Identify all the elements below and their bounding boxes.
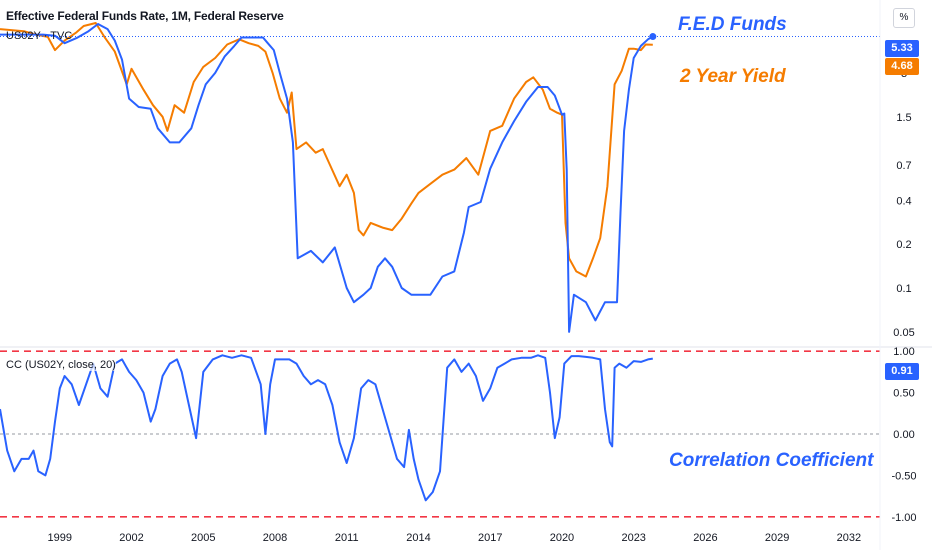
upper-y-tick-label: 0.4 xyxy=(896,195,911,207)
lower-y-axis: -1.00 -0.50 0.00 0.50 1.00 xyxy=(891,346,916,524)
us02y-series-line xyxy=(0,22,653,278)
upper-y-tick-label: 0.1 xyxy=(896,283,911,295)
x-axis: 1999 2002 2005 2008 2011 2014 2017 2020 2023 2026… xyxy=(48,532,862,544)
lower-y-tick-label: -0.50 xyxy=(891,470,916,482)
lower-series xyxy=(0,354,653,502)
upper-y-tick-label: 0.7 xyxy=(896,160,911,172)
fed-funds-series-line xyxy=(0,23,654,333)
x-tick-label: 2005 xyxy=(191,532,215,544)
lower-y-tick-label: 0.00 xyxy=(893,429,914,441)
fed-last-point xyxy=(649,33,657,41)
x-tick-label: 2011 xyxy=(335,532,359,544)
x-tick-label: 2020 xyxy=(550,532,574,544)
fed-funds-annotation: F.E.D Funds xyxy=(678,14,787,35)
upper-y-tick-label: 1.5 xyxy=(896,112,911,124)
indicator-label[interactable]: CC (US02Y, close, 20) xyxy=(6,359,116,371)
overlay-symbol-label[interactable]: US02Y · TVC xyxy=(6,30,73,42)
x-tick-label: 2026 xyxy=(693,532,717,544)
x-tick-label: 1999 xyxy=(48,532,72,544)
x-tick-label: 2023 xyxy=(621,532,645,544)
lower-gridlines xyxy=(0,350,880,518)
x-tick-label: 2032 xyxy=(837,532,861,544)
correlation-annotation: Correlation Coefficient xyxy=(669,450,874,471)
x-tick-label: 2029 xyxy=(765,532,789,544)
x-tick-label: 2014 xyxy=(406,532,430,544)
lower-y-tick-label: -1.00 xyxy=(891,512,916,524)
correlation-series-line xyxy=(0,354,653,502)
upper-y-tick-label: 0.2 xyxy=(896,239,911,251)
chart-title: Effective Federal Funds Rate, 1M, Federa… xyxy=(6,9,284,23)
percent-scale-button[interactable]: % xyxy=(893,8,915,28)
x-tick-label: 2002 xyxy=(119,532,143,544)
lower-y-tick-label: 1.00 xyxy=(893,346,914,358)
two-year-yield-annotation: 2 Year Yield xyxy=(680,66,786,87)
us02y-last-value-badge: 4.68 xyxy=(885,58,919,75)
lower-y-tick-label: 0.50 xyxy=(893,388,914,400)
upper-series xyxy=(0,22,880,333)
x-tick-label: 2008 xyxy=(263,532,287,544)
x-tick-label: 2017 xyxy=(478,532,502,544)
upper-y-tick-label: 0.05 xyxy=(893,327,914,339)
upper-y-axis: 0.050.10.20.40.71.53 xyxy=(893,68,914,339)
fed-last-value-badge: 5.33 xyxy=(885,40,919,57)
cc-last-value-badge: 0.91 xyxy=(885,363,919,380)
